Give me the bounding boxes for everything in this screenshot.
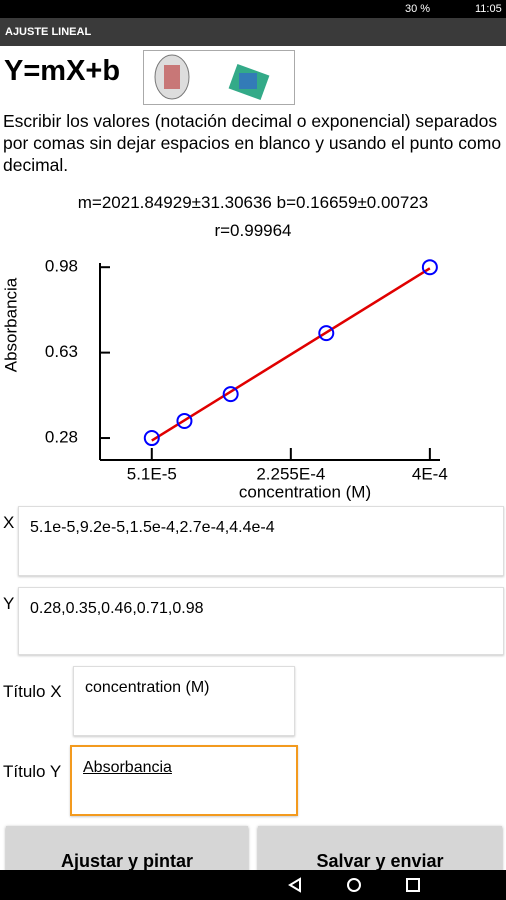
point [176, 412, 193, 429]
field-label: Título X [3, 682, 62, 701]
status-bar: 30 % 11:05 [0, 0, 506, 18]
point [421, 259, 438, 276]
y-tick-label: 0.63 [45, 342, 78, 361]
x-title-input[interactable]: concentration (M) [73, 666, 295, 736]
save-button[interactable]: Salvar y enviar [258, 826, 502, 876]
y-axis-label: Absorbancia [1, 277, 20, 372]
result-line: m=2021.84929±31.30636 b=0.16659±0.00723 [77, 193, 429, 212]
field-label: Y [3, 594, 15, 613]
y-tick-label: 0.98 [45, 257, 78, 276]
x-input[interactable]: 5.1e-5,9.2e-5,1.5e-4,2.7e-4,4.4e-4 [18, 506, 504, 576]
x-tick-label: 2.255E-4 [256, 464, 325, 483]
x-tick-label: 5.1E-5 [127, 464, 177, 483]
y-tick-label: 0.28 [45, 428, 78, 447]
field-label: X [3, 513, 15, 532]
point [222, 386, 239, 403]
x-axis-label: concentration (M) [239, 482, 371, 501]
point [143, 430, 160, 447]
battery: 30 % [405, 3, 431, 15]
nav-icons [288, 877, 420, 893]
chart: 0.28 0.63 0.98 5.1E-5 2.255E-4 4E-4 concentrat… [1, 257, 448, 502]
y-input[interactable]: 0.28,0.35,0.46,0.71,0.98 [18, 587, 504, 655]
nav-bar [0, 870, 506, 900]
logos [143, 50, 295, 105]
fit-button[interactable]: Ajustar y pintar [6, 826, 248, 876]
field-label: Título Y [3, 762, 62, 781]
header-title: Y=mX+b [4, 55, 121, 87]
logo-art [154, 54, 270, 101]
x-tick-label: 4E-4 [412, 464, 448, 483]
app-bar: AJUSTE LINEAL [0, 18, 506, 46]
instructions: Escribir los valores (notación decimal o… [3, 111, 502, 175]
point [318, 325, 335, 342]
result-line: r=0.99964 [214, 221, 292, 240]
fit-line [151, 267, 431, 442]
y-title-input[interactable]: Absorbancia [70, 745, 298, 816]
clock: 11:05 [475, 3, 502, 15]
